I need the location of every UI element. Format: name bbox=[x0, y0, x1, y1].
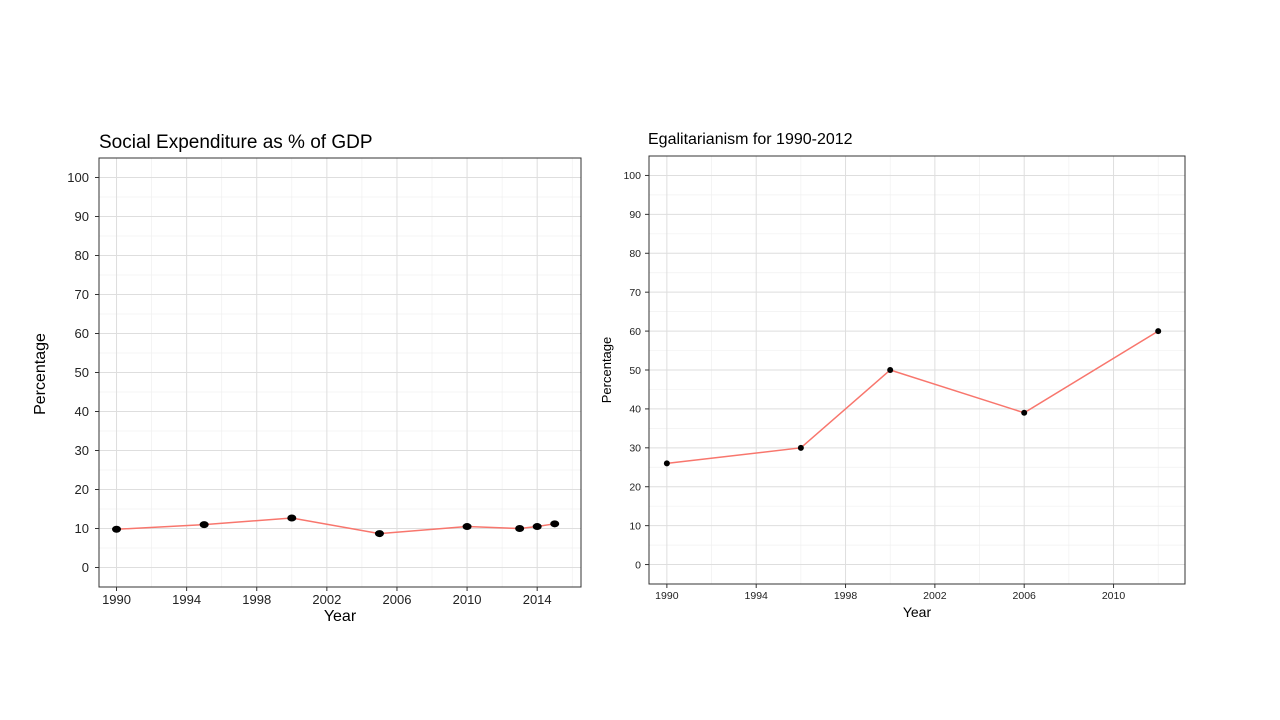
x-tick-label: 1998 bbox=[242, 592, 271, 607]
data-point bbox=[1021, 409, 1028, 416]
x-tick-label: 2010 bbox=[1102, 590, 1126, 602]
y-axis-label: Percentage bbox=[599, 337, 614, 404]
y-tick-label: 40 bbox=[75, 404, 89, 419]
chart-social-expenditure: Social Expenditure as % of GDP 0 10 20 30 40… bbox=[32, 132, 582, 625]
y-tick-label: 90 bbox=[75, 209, 89, 224]
series-line bbox=[116, 517, 555, 535]
x-axis-label: Year bbox=[903, 604, 932, 620]
y-tick-label: 10 bbox=[629, 520, 641, 532]
y-tick-label: 0 bbox=[82, 560, 89, 575]
y-tick-label: 60 bbox=[629, 326, 641, 338]
x-tick-label: 1994 bbox=[745, 590, 769, 602]
x-tick-label: 1994 bbox=[172, 592, 201, 607]
x-tick-label: 2002 bbox=[923, 590, 947, 602]
chart-egalitarianism: Egalitarianism for 1990-2012 0 10 20 30 40 50… bbox=[599, 131, 1186, 620]
grid-layer bbox=[649, 156, 1185, 584]
x-tick-label: 2006 bbox=[383, 592, 412, 607]
y-tick-label: 30 bbox=[75, 443, 89, 458]
x-axis-label: Year bbox=[324, 608, 357, 625]
chart-title: Social Expenditure as % of GDP bbox=[99, 132, 373, 153]
y-tick-label: 20 bbox=[629, 482, 641, 494]
data-point bbox=[532, 523, 542, 531]
y-tick-labels: 0 10 20 30 40 50 60 70 80 90 100 bbox=[67, 170, 99, 575]
chart-title: Egalitarianism for 1990-2012 bbox=[648, 131, 853, 148]
y-axis-label: Percentage bbox=[32, 333, 49, 415]
data-point bbox=[887, 367, 894, 373]
y-tick-label: 100 bbox=[67, 170, 89, 185]
y-tick-label: 40 bbox=[629, 404, 641, 416]
y-tick-label: 70 bbox=[75, 287, 89, 302]
y-tick-label: 100 bbox=[623, 170, 641, 182]
y-tick-label: 90 bbox=[629, 209, 641, 221]
y-tick-label: 70 bbox=[629, 287, 641, 299]
y-tick-label: 80 bbox=[75, 248, 89, 263]
data-point bbox=[663, 460, 670, 467]
x-tick-label: 2014 bbox=[523, 592, 552, 607]
y-tick-label: 0 bbox=[635, 559, 641, 571]
y-tick-labels: 0 10 20 30 40 50 60 70 80 90 100 bbox=[623, 170, 649, 571]
x-tick-label: 1998 bbox=[834, 590, 858, 602]
data-point bbox=[374, 530, 384, 538]
x-tick-label: 2006 bbox=[1013, 590, 1037, 602]
grid-layer bbox=[99, 158, 581, 587]
series-line bbox=[666, 330, 1159, 465]
y-tick-label: 20 bbox=[75, 482, 89, 497]
data-point bbox=[287, 514, 297, 522]
x-tick-label: 2010 bbox=[453, 592, 482, 607]
y-tick-label: 10 bbox=[75, 521, 89, 536]
data-point bbox=[112, 525, 122, 533]
x-tick-label: 1990 bbox=[102, 592, 131, 607]
x-tick-label: 2002 bbox=[312, 592, 341, 607]
data-point bbox=[1155, 328, 1162, 335]
y-tick-label: 80 bbox=[629, 248, 641, 260]
data-point bbox=[797, 444, 804, 451]
x-tick-labels: 1990 1994 1998 2002 2006 2010 bbox=[655, 584, 1125, 602]
y-tick-label: 60 bbox=[75, 326, 89, 341]
points-layer bbox=[112, 514, 560, 538]
data-point bbox=[515, 525, 525, 532]
points-layer bbox=[663, 328, 1162, 467]
data-point bbox=[550, 520, 560, 528]
y-tick-label: 50 bbox=[629, 365, 641, 377]
data-point bbox=[199, 521, 209, 529]
data-point bbox=[462, 523, 472, 531]
x-tick-label: 1990 bbox=[655, 590, 679, 602]
y-tick-label: 30 bbox=[629, 443, 641, 455]
x-tick-labels: 1990 1994 1998 2002 2006 2010 2014 bbox=[102, 587, 552, 607]
y-tick-label: 50 bbox=[75, 365, 89, 380]
